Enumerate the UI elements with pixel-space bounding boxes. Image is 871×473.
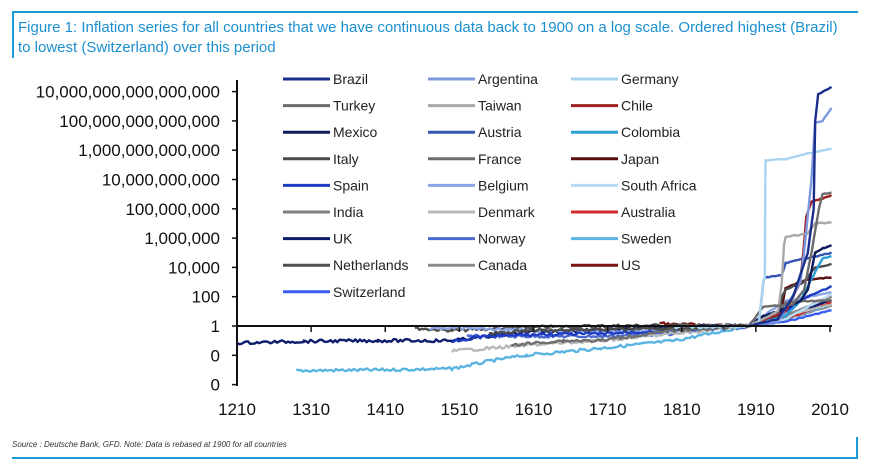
legend-label: Australia (621, 204, 676, 220)
frame-top-line (12, 11, 858, 13)
legend-item-south-africa: South Africa (571, 177, 697, 193)
legend-label: Brazil (333, 71, 368, 87)
legend-item-turkey: Turkey (283, 98, 375, 114)
y-tick-label: 10,000,000,000,000,000 (36, 83, 220, 102)
y-tick-label: 1 (211, 317, 220, 336)
legend-item-india: India (283, 204, 364, 220)
y-tick-label: 1,000,000,000,000 (78, 141, 220, 160)
legend-label: Chile (621, 98, 653, 114)
legend-label: Germany (621, 71, 679, 87)
y-tick-label: 100,000,000 (125, 200, 220, 219)
x-tick-label: 1410 (366, 400, 404, 419)
legend-label: UK (333, 231, 353, 247)
legend-item-argentina: Argentina (428, 71, 538, 87)
legend-item-colombia: Colombia (571, 124, 680, 140)
legend-item-canada: Canada (428, 257, 527, 273)
legend-label: Switzerland (333, 284, 405, 300)
legend-item-mexico: Mexico (283, 124, 378, 140)
legend-item-sweden: Sweden (571, 231, 672, 247)
y-tick-label: 0 (211, 346, 220, 365)
legend-item-denmark: Denmark (428, 204, 536, 220)
legend-item-austria: Austria (428, 124, 522, 140)
legend-label: Mexico (333, 124, 378, 140)
legend-label: Belgium (478, 177, 529, 193)
x-tick-label: 1610 (515, 400, 553, 419)
legend-label: Italy (333, 151, 359, 167)
x-tick-label: 1710 (589, 400, 627, 419)
legend-label: Colombia (621, 124, 680, 140)
legend-label: Sweden (621, 231, 672, 247)
legend-label: Denmark (478, 204, 536, 220)
y-tick-label: 0 (211, 376, 220, 395)
axes: 10,000,000,000,000,000 100,000,000,000,00… (36, 80, 849, 419)
y-tick-label: 10,000,000,000 (102, 171, 220, 190)
legend-item-belgium: Belgium (428, 177, 529, 193)
legend-label: Spain (333, 177, 369, 193)
legend-item-germany: Germany (571, 71, 679, 87)
legend-label: US (621, 257, 640, 273)
legend-item-chile: Chile (571, 98, 653, 114)
legend-item-us: US (571, 257, 640, 273)
legend-item-switzerland: Switzerland (283, 284, 405, 300)
legend-label: Japan (621, 151, 659, 167)
legend-item-spain: Spain (283, 177, 369, 193)
x-tick-label: 1310 (292, 400, 330, 419)
y-tick-label: 100 (192, 288, 220, 307)
legend-item-brazil: Brazil (283, 71, 368, 87)
x-tick-label: 1910 (737, 400, 775, 419)
series-line-brazil (748, 85, 833, 327)
legend: Brazil Argentina Germany Turkey Taiwan Chile M… (283, 71, 697, 300)
legend-item-norway: Norway (428, 231, 525, 247)
frame-left-bar (12, 13, 14, 58)
x-tick-label: 1510 (440, 400, 478, 419)
legend-item-australia: Australia (571, 204, 676, 220)
source-note: Source : Deutsche Bank, GFD. Note: Data … (12, 440, 287, 449)
figure-title: Figure 1: Inflation series for all count… (18, 19, 838, 56)
legend-item-uk: UK (283, 231, 353, 247)
y-tick-label: 1,000,000 (144, 229, 220, 248)
legend-label: France (478, 151, 522, 167)
x-tick-label: 1210 (218, 400, 256, 419)
x-tick-label: 1810 (663, 400, 701, 419)
legend-label: South Africa (621, 177, 697, 193)
legend-label: Argentina (478, 71, 538, 87)
series-line-turkey (747, 191, 832, 328)
legend-label: Austria (478, 124, 522, 140)
frame-right-bar (856, 437, 858, 459)
legend-label: Turkey (333, 98, 375, 114)
legend-item-taiwan: Taiwan (428, 98, 522, 114)
legend-item-netherlands: Netherlands (283, 257, 409, 273)
legend-label: Taiwan (478, 98, 522, 114)
legend-label: Canada (478, 257, 527, 273)
legend-item-italy: Italy (283, 151, 359, 167)
legend-label: Norway (478, 231, 525, 247)
legend-label: Netherlands (333, 257, 409, 273)
frame-bottom-line (12, 457, 858, 459)
legend-item-france: France (428, 151, 522, 167)
y-tick-label: 10,000 (168, 258, 220, 277)
legend-item-japan: Japan (571, 151, 659, 167)
y-tick-label: 100,000,000,000,000 (59, 112, 220, 131)
legend-label: India (333, 204, 364, 220)
x-tick-label: 2010 (811, 400, 849, 419)
